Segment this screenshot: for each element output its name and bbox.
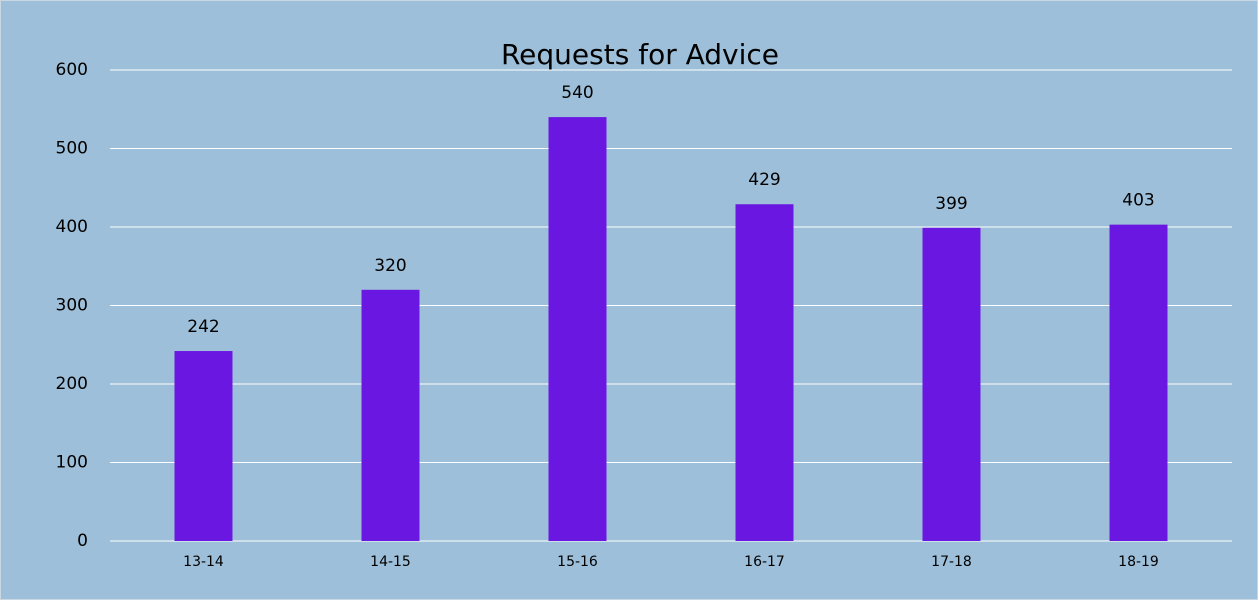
x-tick-label: 16-17	[744, 554, 785, 570]
x-tick-label: 18-19	[1118, 554, 1159, 570]
data-label: 429	[748, 170, 780, 190]
data-label: 242	[187, 317, 219, 337]
y-tick-label: 600	[56, 60, 88, 80]
y-tick-label: 0	[77, 531, 88, 551]
data-label: 403	[1122, 191, 1154, 211]
data-label: 399	[935, 194, 967, 214]
y-tick-label: 100	[56, 453, 88, 473]
bar	[548, 117, 607, 541]
x-tick-label: 13-14	[183, 554, 224, 570]
data-label: 540	[561, 83, 593, 103]
x-tick-label: 15-16	[557, 554, 598, 570]
bar	[361, 289, 420, 541]
y-tick-label: 300	[56, 296, 88, 316]
x-tick-label: 14-15	[370, 554, 411, 570]
y-tick-label: 400	[56, 217, 88, 237]
y-tick-label: 500	[56, 139, 88, 159]
data-label: 320	[374, 256, 406, 276]
bar	[735, 204, 794, 542]
bar	[174, 351, 233, 541]
x-tick-label: 17-18	[931, 554, 972, 570]
bar	[1109, 224, 1168, 541]
chart-title: Requests for Advice	[501, 38, 779, 71]
y-tick-label: 200	[56, 374, 88, 394]
bar	[922, 227, 981, 541]
